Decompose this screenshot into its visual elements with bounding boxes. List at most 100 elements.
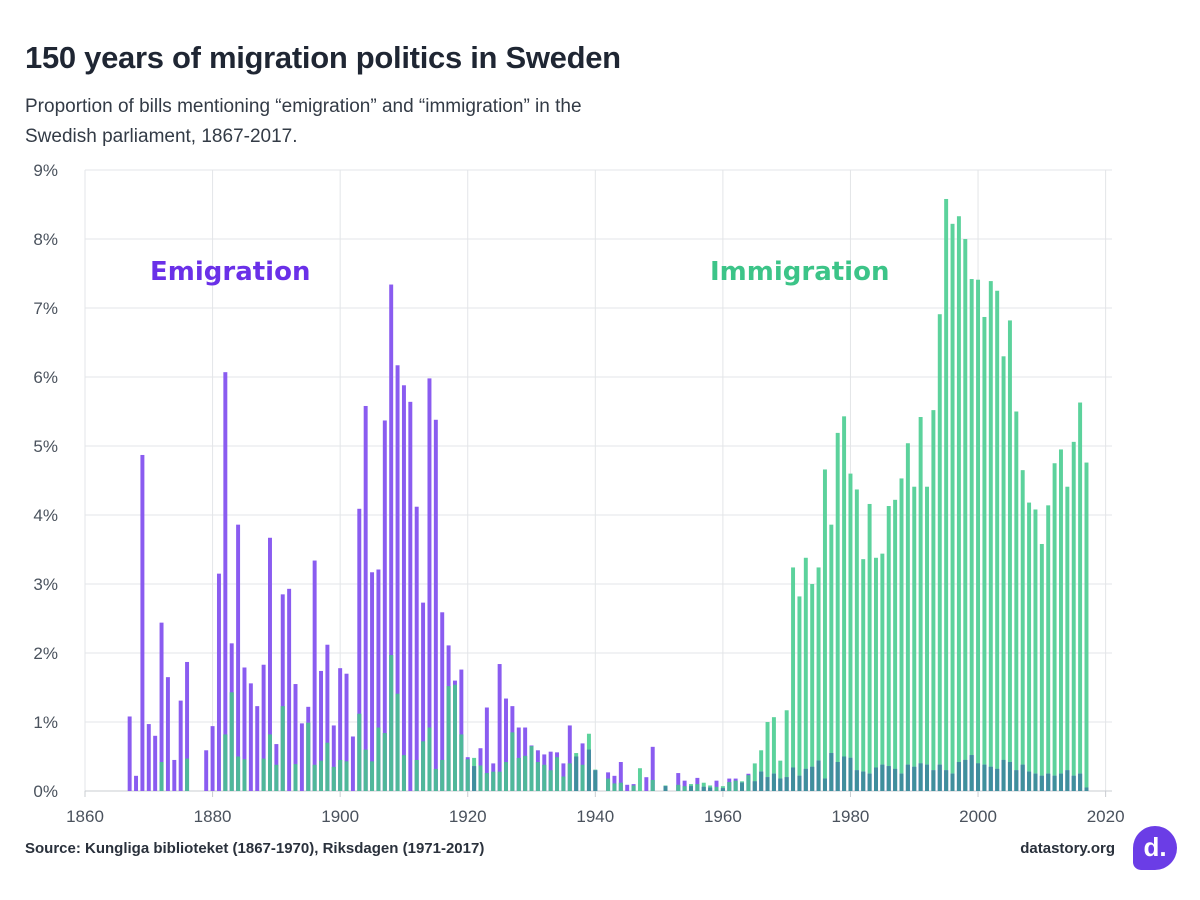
y-tick-label: 7% [33, 299, 58, 318]
emigration-bar [287, 588, 292, 791]
immigration-bar [976, 279, 981, 791]
immigration-bar [822, 469, 827, 791]
emigration-bar [210, 726, 215, 791]
immigration-bar [835, 432, 840, 791]
x-tick-label: 1920 [449, 807, 487, 826]
x-tick-label: 2000 [959, 807, 997, 826]
emigration-bar-overlap [944, 770, 949, 791]
immigration-bar-overlap [159, 762, 164, 791]
emigration-bar [261, 664, 266, 791]
immigration-bar-overlap [274, 764, 279, 791]
immigration-bar-overlap [548, 770, 553, 791]
emigration-bar [159, 622, 164, 791]
immigration-bar-overlap [293, 764, 298, 791]
immigration-bar [950, 223, 955, 791]
series-labels: Emigration Immigration [150, 257, 889, 287]
emigration-bar [625, 784, 630, 791]
emigration-bar-overlap [905, 764, 910, 791]
emigration-bar-overlap [886, 766, 891, 791]
x-tick-label: 1860 [66, 807, 104, 826]
emigration-bar-overlap [835, 762, 840, 791]
immigration-bar-overlap [389, 655, 394, 791]
immigration-bar-overlap [714, 786, 719, 791]
immigration-bar-overlap [433, 768, 438, 791]
emigration-bar-overlap [472, 766, 477, 791]
emigration-bar [319, 670, 323, 791]
emigration-bar-overlap [899, 773, 904, 791]
emigration-bar [433, 419, 438, 791]
emigration-bar-overlap [1007, 762, 1012, 791]
emigration-bar [440, 612, 445, 791]
emigration-bar-overlap [586, 749, 591, 791]
immigration-bar [1033, 509, 1038, 791]
y-tick-label: 9% [33, 161, 58, 180]
emigration-bar [236, 524, 241, 791]
immigration-bar [1046, 505, 1051, 791]
y-tick-label: 4% [33, 506, 58, 525]
emigration-bar-overlap [816, 760, 821, 791]
y-axis: 0% 1% 2% 3% 4% 5% 6% 7% 8% 9% [33, 161, 58, 801]
immigration-bar [1027, 502, 1032, 791]
immigration-bar-overlap [555, 757, 560, 791]
emigration-bar-overlap [1033, 773, 1038, 791]
immigration-bar-overlap [370, 761, 375, 791]
immigration-bar-overlap [440, 759, 445, 791]
y-tick-label: 2% [33, 644, 58, 663]
immigration-bar [867, 503, 872, 791]
immigration-bar [848, 473, 853, 791]
emigration-bar-overlap [1078, 773, 1083, 791]
emigration-bar [248, 683, 253, 791]
emigration-bar [140, 454, 145, 791]
emigration-bar [165, 677, 170, 791]
immigration-label: Immigration [710, 257, 889, 287]
emigration-bar [293, 684, 298, 791]
emigration-bar-overlap [963, 759, 968, 791]
emigration-bar-overlap [988, 766, 993, 791]
immigration-bar-overlap [223, 734, 228, 791]
immigration-bar [797, 596, 802, 791]
x-tick-label: 1940 [576, 807, 614, 826]
immigration-bar [1052, 463, 1057, 791]
emigration-bar-overlap [918, 763, 923, 791]
emigration-bar-overlap [874, 767, 878, 791]
site-link[interactable]: datastory.org [1020, 840, 1115, 857]
immigration-bar-overlap [618, 782, 623, 791]
emigration-bar [376, 569, 381, 791]
immigration-bar [637, 768, 642, 791]
emigration-bar-overlap [1071, 775, 1076, 791]
immigration-bar [931, 410, 936, 791]
chart-subtitle: Proportion of bills mentioning “emigrati… [25, 96, 582, 147]
emigration-bar-overlap [740, 782, 745, 791]
datastory-logo-icon[interactable]: d. [1133, 826, 1177, 870]
emigration-bar-overlap [937, 764, 942, 791]
immigration-bar-overlap [504, 762, 508, 791]
emigration-bar [370, 572, 375, 791]
overlay-bars [159, 655, 1089, 791]
x-tick-label: 1880 [194, 807, 232, 826]
emigration-bar-overlap [593, 770, 598, 791]
immigration-bar [963, 239, 968, 791]
immigration-bar-overlap [746, 775, 751, 791]
immigration-bar-overlap [325, 742, 330, 791]
immigration-bar-overlap [376, 727, 381, 791]
immigration-bar [861, 559, 866, 791]
emigration-bar [325, 644, 330, 791]
immigration-bar-overlap [344, 761, 349, 791]
emigration-bar [363, 405, 368, 791]
immigration-bar-overlap [363, 749, 368, 791]
immigration-bar [791, 567, 796, 791]
emigration-bar [331, 725, 336, 791]
emigration-bar-overlap [1046, 773, 1051, 791]
y-tick-label: 6% [33, 368, 58, 387]
emigration-bar [497, 664, 502, 791]
emigration-bar-overlap [880, 764, 885, 791]
immigration-bar-overlap [452, 684, 457, 791]
immigration-bar [982, 316, 987, 791]
emigration-bar-overlap [931, 770, 936, 791]
immigration-bar-overlap [242, 759, 247, 791]
immigration-bar-overlap [427, 727, 432, 791]
emigration-bar [421, 602, 426, 791]
emigration-bar [484, 707, 489, 791]
emigration-bar-overlap [1027, 771, 1032, 791]
immigration-bar [918, 417, 923, 791]
